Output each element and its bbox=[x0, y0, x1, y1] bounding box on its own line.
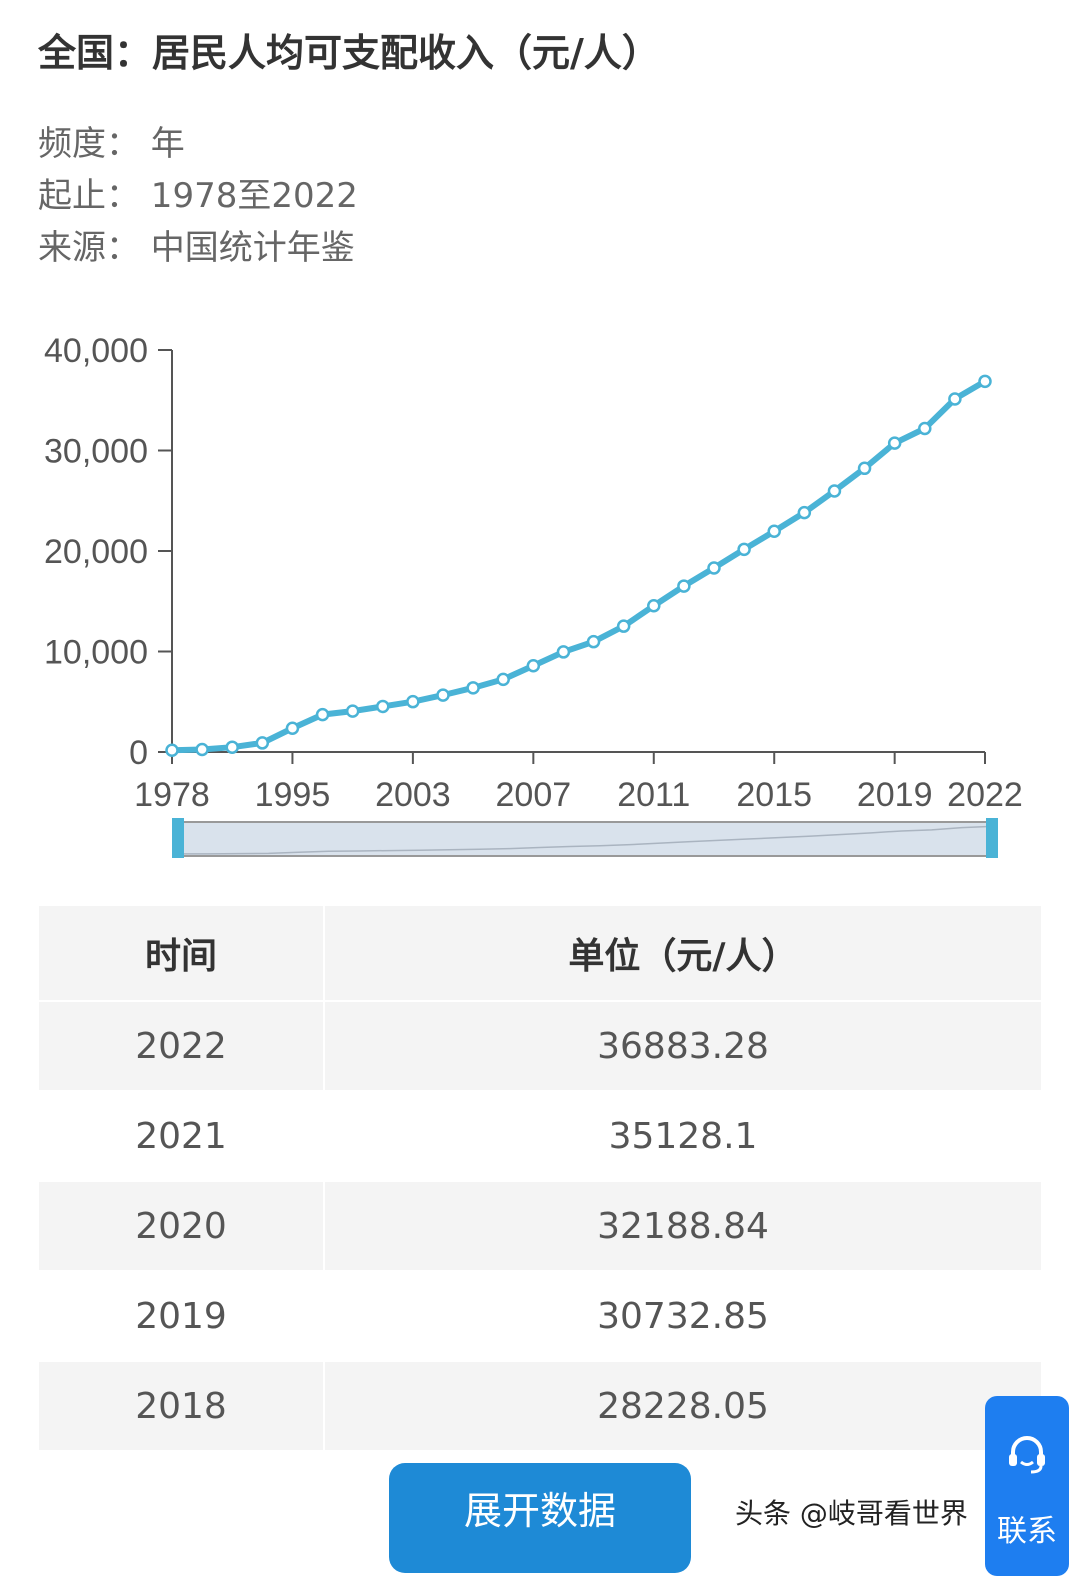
data-point bbox=[948, 392, 962, 406]
y-tick-label: 10,000 bbox=[44, 634, 148, 672]
table-row: 2018 28228.05 bbox=[37, 1360, 1043, 1452]
data-point bbox=[345, 704, 360, 718]
data-point bbox=[887, 436, 902, 450]
source: 来源： 中国统计年鉴 bbox=[38, 228, 355, 268]
x-tick-label: 1978 bbox=[134, 776, 210, 814]
table-row: 2022 36883.28 bbox=[37, 1000, 1043, 1092]
data-point bbox=[225, 740, 239, 754]
data-point bbox=[737, 542, 751, 557]
cell-year: 2019 bbox=[37, 1270, 325, 1362]
data-zoom-slider bbox=[177, 821, 993, 857]
data-table: 时间 单位（元/人） 2022 36883.28 2021 35128.1 2020 3… bbox=[37, 904, 1043, 1452]
data-zoom-handle-left[interactable] bbox=[172, 818, 184, 858]
data-point bbox=[526, 658, 541, 673]
data-point bbox=[255, 736, 270, 750]
x-tick-label: 2007 bbox=[496, 776, 572, 814]
data-point bbox=[586, 634, 601, 649]
watermark: 头条 @岐哥看世界 bbox=[735, 1497, 968, 1530]
x-tick-label: 2022 bbox=[947, 776, 1023, 814]
table-row: 2021 35128.1 bbox=[37, 1090, 1043, 1182]
cell-value: 36883.28 bbox=[323, 1000, 1043, 1092]
y-tick-label: 30,000 bbox=[44, 433, 148, 471]
data-point bbox=[647, 599, 661, 613]
cell-year: 2022 bbox=[37, 1000, 325, 1092]
data-point bbox=[315, 707, 330, 722]
data-zoom-handle-right[interactable] bbox=[986, 818, 998, 858]
x-tick-label: 2015 bbox=[736, 776, 812, 814]
data-point bbox=[466, 681, 480, 695]
x-tick-label: 1995 bbox=[255, 776, 331, 814]
data-point bbox=[677, 579, 691, 593]
data-point bbox=[556, 645, 571, 659]
series-line bbox=[171, 378, 987, 754]
data-zoom-preview bbox=[177, 825, 993, 855]
line-chart: 0 10,000 20,000 30,000 40,000 1978 1995 2003 200… bbox=[44, 332, 1023, 858]
x-tick-label: 2019 bbox=[857, 776, 933, 814]
cell-year: 2020 bbox=[37, 1180, 325, 1272]
data-point bbox=[707, 561, 721, 575]
headset-icon bbox=[1009, 1436, 1045, 1474]
page-title: 全国：居民人均可支配收入（元/人） bbox=[38, 31, 660, 75]
date-range: 起止： 1978至2022 bbox=[38, 176, 358, 216]
data-point bbox=[165, 743, 179, 758]
data-point bbox=[496, 672, 510, 687]
x-tick-label: 2003 bbox=[375, 776, 451, 814]
data-point bbox=[616, 619, 631, 633]
expand-data-button[interactable]: 展开数据 bbox=[389, 1463, 691, 1573]
y-tick-label: 0 bbox=[129, 734, 148, 772]
data-point bbox=[918, 421, 932, 436]
data-point bbox=[797, 505, 812, 520]
y-tick-label: 20,000 bbox=[44, 533, 148, 571]
cell-value: 32188.84 bbox=[323, 1180, 1043, 1272]
data-point bbox=[767, 524, 781, 538]
table-row: 2020 32188.84 bbox=[37, 1180, 1043, 1272]
table-row: 2019 30732.85 bbox=[37, 1270, 1043, 1362]
data-point bbox=[285, 721, 300, 736]
data-point bbox=[195, 742, 209, 757]
x-tick-label: 2011 bbox=[617, 776, 690, 814]
header-time: 时间 bbox=[37, 904, 325, 1002]
data-point bbox=[376, 699, 390, 714]
contact-label: 联系 bbox=[997, 1514, 1057, 1549]
cell-year: 2018 bbox=[37, 1360, 325, 1452]
frequency: 频度： 年 bbox=[38, 124, 185, 164]
y-tick-label: 40,000 bbox=[44, 332, 148, 370]
header-unit: 单位（元/人） bbox=[323, 904, 1043, 1002]
data-point bbox=[406, 694, 420, 709]
contact-button[interactable]: 联系 bbox=[985, 1396, 1069, 1576]
data-point bbox=[436, 688, 450, 702]
data-point bbox=[857, 461, 872, 476]
cell-year: 2021 bbox=[37, 1090, 325, 1182]
data-point bbox=[827, 484, 842, 498]
cell-value: 30732.85 bbox=[323, 1270, 1043, 1362]
cell-value: 35128.1 bbox=[323, 1090, 1043, 1182]
cell-value: 28228.05 bbox=[323, 1360, 1043, 1452]
data-point bbox=[978, 374, 992, 389]
